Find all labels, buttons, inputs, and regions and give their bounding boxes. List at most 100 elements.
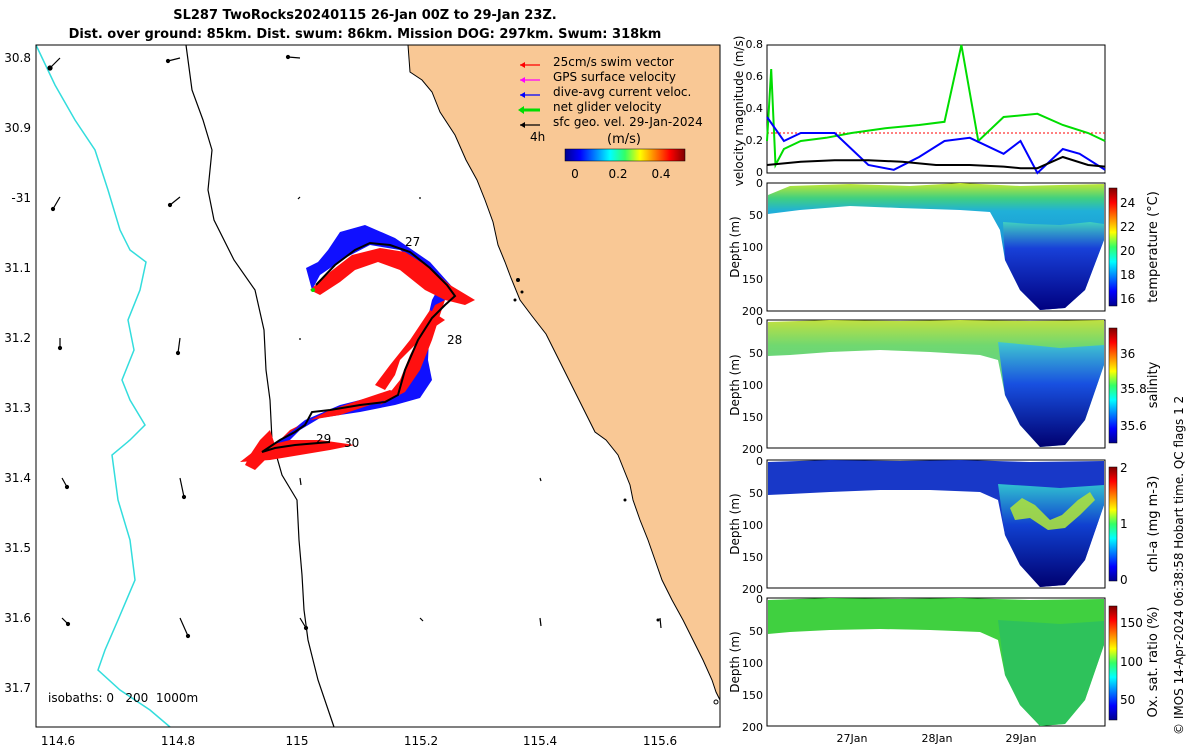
colorbar-title: (m/s) xyxy=(607,132,641,147)
isobaths-label: isobaths: 0 200 1000m xyxy=(48,691,198,705)
velocity-series-line-2 xyxy=(766,116,1106,175)
vel-y-label: velocity magnitude (m/s) xyxy=(732,36,746,187)
vel-y-tick: 0.2 xyxy=(746,134,764,147)
island xyxy=(513,298,517,302)
map-colorbar xyxy=(564,148,686,162)
chla-panel: 0 50 100 150 200 Depth (m) 0 1 2 chl-a (… xyxy=(728,455,1161,596)
cbar-tick-04: 0.4 xyxy=(651,167,670,181)
depth-tick: 200 xyxy=(742,583,763,596)
map-x-tick: 114.6 xyxy=(41,734,75,748)
time-tick-29jan: 29Jan xyxy=(1006,732,1037,745)
temperature-panel: 0 50 100 150 200 Depth (m) 16 18 20 22 2… xyxy=(728,177,1161,318)
legend-net-glider: net glider velocity xyxy=(553,100,661,114)
chla-cbar-tick: 1 xyxy=(1120,517,1128,531)
depth-tick: 150 xyxy=(742,273,763,286)
sal-cbar-tick: 35.8 xyxy=(1120,382,1147,396)
velocity-series-line-3 xyxy=(766,155,1106,170)
vel-y-tick: 0.4 xyxy=(746,102,764,115)
vel-y-tick: 0.8 xyxy=(746,38,764,51)
chla-cbar-tick: 0 xyxy=(1120,573,1128,587)
temp-cbar-tick: 24 xyxy=(1120,196,1135,210)
sal-cbar-tick: 36 xyxy=(1120,347,1135,361)
isobath-200m xyxy=(185,44,335,728)
depth-tick: 0 xyxy=(756,455,763,468)
sal-cbar-label: salinity xyxy=(1146,361,1161,408)
time-tick-28jan: 28Jan xyxy=(922,732,953,745)
depth-tick: 150 xyxy=(742,689,763,702)
oxy-cbar-tick: 50 xyxy=(1120,693,1135,707)
map-panel: 27 28 29 30 25cm/s swim vector GPS surfa… xyxy=(4,44,721,748)
map-y-tick: 30.9 xyxy=(4,121,31,135)
map-x-tick: 115.4 xyxy=(523,734,557,748)
temp-cbar-tick: 16 xyxy=(1120,292,1135,306)
temp-cbar-tick: 18 xyxy=(1120,268,1135,282)
map-y-tick: 31.6 xyxy=(4,611,31,625)
isobath-1000m xyxy=(35,44,171,728)
glider-track xyxy=(261,241,457,453)
oxy-y-label: Depth (m) xyxy=(728,631,742,692)
depth-tick: 100 xyxy=(742,519,763,532)
surface-velocity-vectors xyxy=(47,54,662,639)
oxy-cbar-tick: 100 xyxy=(1120,655,1143,669)
depth-tick: 50 xyxy=(749,487,763,500)
depth-tick: 200 xyxy=(742,305,763,318)
depth-tick: 100 xyxy=(742,657,763,670)
depth-tick: 0 xyxy=(756,593,763,606)
figure-title-line1: SL287 TwoRocks20240115 26-Jan 00Z to 29-… xyxy=(173,8,557,23)
map-x-tick: 115.6 xyxy=(643,734,677,748)
depth-tick: 150 xyxy=(742,411,763,424)
day-label-28: 28 xyxy=(447,333,462,347)
depth-tick: 200 xyxy=(742,721,763,734)
velocity-series-group xyxy=(766,44,1106,175)
map-y-tick: 31.2 xyxy=(4,331,31,345)
vel-y-tick: 0 xyxy=(756,166,763,179)
chla-maximum xyxy=(1010,492,1095,530)
oxy-colorbar xyxy=(1108,605,1118,721)
sal-cbar-tick: 35.6 xyxy=(1120,419,1147,433)
legend-gps-surface: GPS surface velocity xyxy=(553,70,676,84)
chla-y-label: Depth (m) xyxy=(728,493,742,554)
depth-tick: 0 xyxy=(756,177,763,190)
depth-tick: 50 xyxy=(749,347,763,360)
map-y-tick: -31 xyxy=(11,191,31,205)
temp-colorbar xyxy=(1108,187,1118,307)
vel-y-tick: 0.6 xyxy=(746,70,764,83)
depth-tick: 50 xyxy=(749,209,763,222)
temp-cbar-tick: 20 xyxy=(1120,244,1135,258)
salinity-panel: 0 50 100 150 200 Depth (m) 35.6 35.8 36 … xyxy=(728,315,1161,456)
dive-avg-current-swath xyxy=(262,225,455,455)
island xyxy=(713,699,719,705)
oxy-cbar-tick: 150 xyxy=(1120,616,1143,630)
map-x-tick: 115.2 xyxy=(404,734,438,748)
velocity-series-line-1 xyxy=(766,44,1106,169)
day-label-30: 30 xyxy=(344,436,359,450)
cbar-tick-02: 0.2 xyxy=(608,167,627,181)
chla-colorbar xyxy=(1108,466,1118,582)
figure-title-line2: Dist. over ground: 85km. Dist. swum: 86k… xyxy=(68,27,662,42)
island xyxy=(656,618,660,622)
sal-colorbar xyxy=(1108,327,1118,444)
legend-dive-avg: dive-avg current veloc. xyxy=(553,85,691,99)
map-y-tick: 31.3 xyxy=(4,401,31,415)
legend-sfc-geo: sfc geo. vel. 29-Jan-2024 xyxy=(553,115,703,129)
depth-tick: 100 xyxy=(742,379,763,392)
oxygen-panel: 0 50 100 150 200 Depth (m) 50 100 150 Ox… xyxy=(728,593,1161,745)
map-y-tick: 31.1 xyxy=(4,261,31,275)
depth-tick: 50 xyxy=(749,625,763,638)
map-x-ticks: 114.6 114.8 115 115.2 115.4 115.6 xyxy=(41,734,677,748)
chla-cbar-label: chl-a (mg m-3) xyxy=(1146,476,1161,573)
oxygen-deep xyxy=(998,620,1104,726)
map-x-tick: 114.8 xyxy=(161,734,195,748)
temp-cbar-tick: 22 xyxy=(1120,220,1135,234)
island xyxy=(516,278,520,282)
island xyxy=(623,498,627,502)
map-y-tick: 31.4 xyxy=(4,471,31,485)
map-y-ticks: 30.8 30.9 -31 31.1 31.2 31.3 31.4 31.5 3… xyxy=(4,51,31,695)
land-area xyxy=(407,44,721,701)
oxy-cbar-label: Ox. sat. ratio (%) xyxy=(1146,607,1161,718)
depth-tick: 200 xyxy=(742,443,763,456)
map-y-tick: 30.8 xyxy=(4,51,31,65)
temp-y-label: Depth (m) xyxy=(728,216,742,277)
legend-4h: 4h xyxy=(530,130,545,144)
